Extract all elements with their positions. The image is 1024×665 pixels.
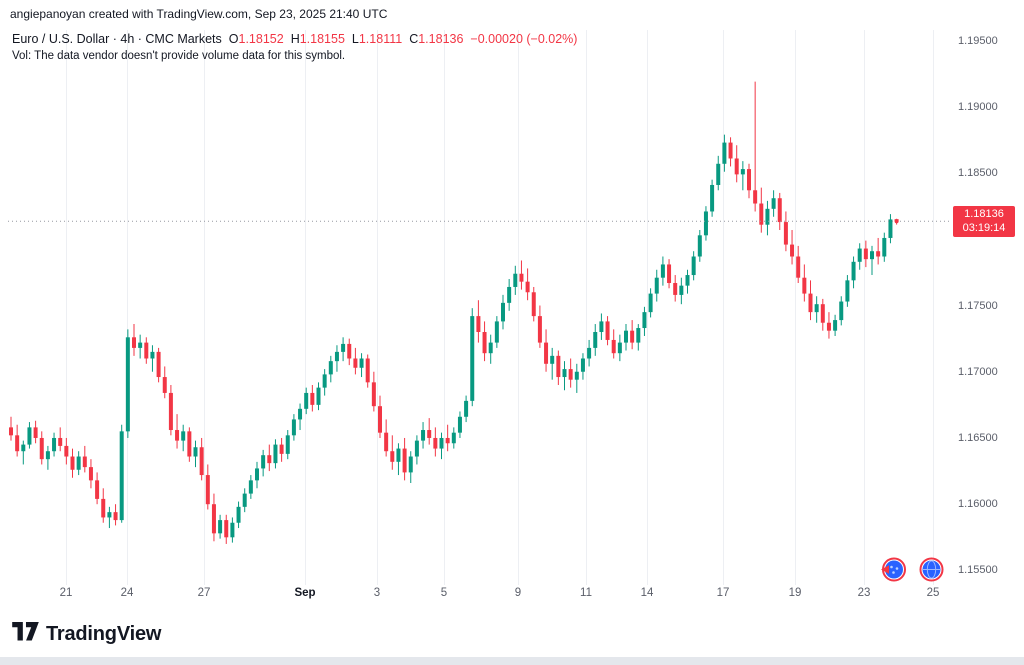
time-axis-label: 14 [640,587,654,599]
price-axis-label: 1.19000 [958,100,998,113]
volume-note: Vol: The data vendor doesn't provide vol… [12,50,346,62]
time-axis-label: 5 [440,587,448,599]
time-axis-label: 9 [514,587,522,599]
time-axis-label: Sep [294,587,316,599]
price-axis[interactable]: 1.19500 1.19000 1.18500 1.17500 1.17000 1.165… [958,0,1022,600]
price-axis-label: 1.15500 [958,564,998,577]
price-axis-label: 1.16000 [958,498,998,511]
tradingview-logo-icon [12,622,39,646]
last-price-badge[interactable]: 1.18136 03:19:14 [953,206,1015,238]
close-value: C1.18136 [409,32,464,46]
countdown-timer: 03:19:14 [962,221,1006,234]
globe-sticker-icon[interactable] [918,556,945,583]
tradingview-logo-text: TradingView [46,622,162,645]
last-price-value: 1.18136 [964,208,1004,221]
price-axis-label: 1.17500 [958,299,998,312]
price-axis-label: 1.19500 [958,34,998,47]
time-axis-label: 3 [373,587,381,599]
high-value: H1.18155 [290,32,345,46]
time-axis-label: 24 [120,587,134,599]
time-axis[interactable]: 21 24 27 Sep 3 5 9 11 14 17 19 23 25 [0,587,1024,603]
price-axis-label: 1.16500 [958,431,998,444]
price-axis-label: 1.18500 [958,167,998,180]
tradingview-logo[interactable]: TradingView [12,622,161,646]
time-axis-label: 23 [857,587,871,599]
open-value: O1.18152 [228,32,284,46]
time-axis-label: 19 [788,587,802,599]
price-change: −0.00020 (−0.02%) [470,32,578,46]
time-axis-label: 17 [716,587,730,599]
low-value: L1.18111 [351,32,403,46]
time-axis-label: 21 [59,587,73,599]
chart-legend: Euro / U.S. Dollar · 4h · CMC Markets O1.… [12,32,577,46]
cursor-sticker-icon[interactable] [880,556,907,583]
time-axis-label: 11 [580,587,592,599]
symbol-title[interactable]: Euro / U.S. Dollar · 4h · CMC Markets [12,32,222,46]
attribution-text: angiepanoyan created with TradingView.co… [10,7,388,21]
time-axis-label: 25 [926,587,940,599]
price-axis-label: 1.17000 [958,365,998,378]
horizontal-scrollbar[interactable] [0,657,1024,665]
time-axis-label: 27 [197,587,211,599]
chart-stickers [880,556,945,583]
